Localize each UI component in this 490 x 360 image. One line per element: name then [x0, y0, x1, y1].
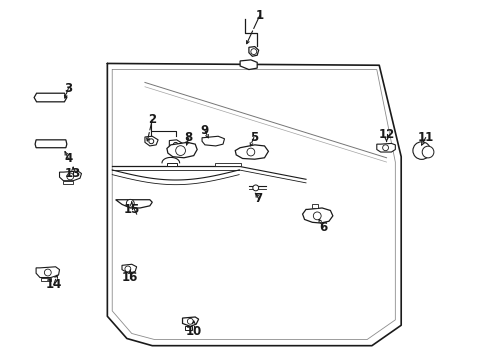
Polygon shape: [215, 163, 241, 166]
Circle shape: [45, 269, 51, 276]
Circle shape: [253, 185, 259, 191]
Polygon shape: [170, 140, 182, 149]
Circle shape: [313, 212, 321, 220]
Polygon shape: [167, 163, 177, 166]
Polygon shape: [303, 208, 333, 223]
Text: 10: 10: [186, 325, 202, 338]
Polygon shape: [235, 145, 269, 159]
Text: 7: 7: [255, 192, 263, 205]
Circle shape: [413, 142, 431, 159]
Text: 11: 11: [417, 131, 434, 144]
Polygon shape: [41, 278, 51, 281]
Text: 8: 8: [185, 131, 193, 144]
Polygon shape: [145, 136, 158, 146]
Polygon shape: [35, 140, 67, 148]
Circle shape: [149, 139, 154, 144]
Polygon shape: [59, 171, 81, 181]
Polygon shape: [63, 181, 73, 184]
Circle shape: [251, 49, 257, 55]
Circle shape: [176, 146, 185, 156]
Circle shape: [247, 148, 255, 156]
Polygon shape: [36, 267, 59, 278]
Polygon shape: [202, 136, 224, 146]
Polygon shape: [167, 142, 197, 158]
Polygon shape: [116, 200, 152, 208]
Polygon shape: [185, 326, 192, 330]
Text: 9: 9: [201, 124, 209, 137]
Text: 13: 13: [65, 167, 81, 180]
Circle shape: [173, 143, 178, 147]
Text: 15: 15: [123, 203, 140, 216]
Polygon shape: [122, 264, 137, 273]
Polygon shape: [240, 60, 257, 69]
Circle shape: [383, 145, 389, 150]
Polygon shape: [182, 317, 198, 326]
Polygon shape: [377, 143, 395, 152]
Text: 5: 5: [250, 131, 258, 144]
Text: 14: 14: [46, 278, 62, 291]
Polygon shape: [34, 93, 67, 102]
Circle shape: [422, 146, 434, 158]
Polygon shape: [249, 46, 259, 56]
Text: 6: 6: [319, 221, 327, 234]
Text: 2: 2: [148, 113, 156, 126]
Circle shape: [126, 199, 134, 207]
Polygon shape: [312, 204, 318, 208]
Text: 16: 16: [122, 271, 139, 284]
Circle shape: [67, 173, 74, 180]
Circle shape: [125, 266, 131, 272]
Text: 1: 1: [256, 9, 264, 22]
Circle shape: [187, 318, 193, 324]
Text: 3: 3: [64, 82, 73, 95]
Text: 4: 4: [64, 152, 73, 165]
Text: 12: 12: [378, 127, 394, 141]
